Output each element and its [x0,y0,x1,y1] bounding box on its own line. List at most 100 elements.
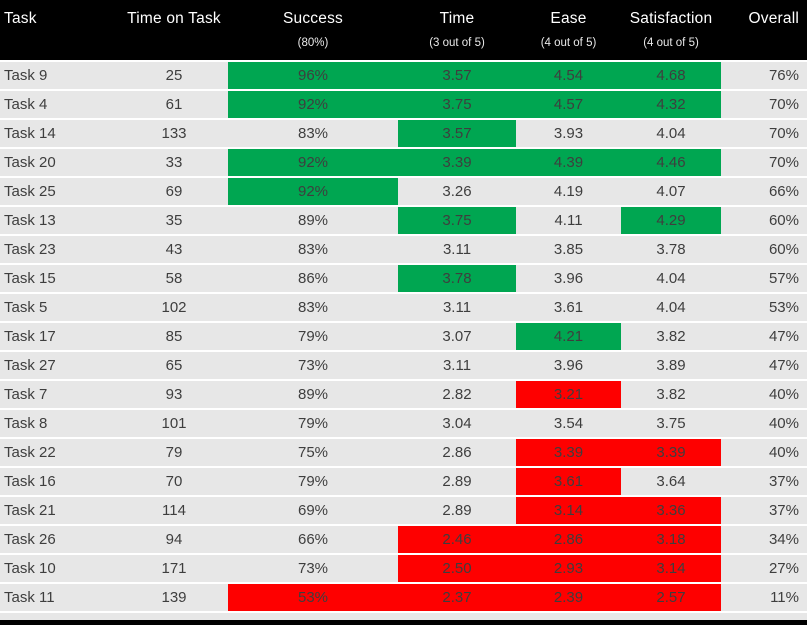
cell-ease: 3.85 [553,241,584,258]
table-row[interactable]: Task 10 171 73% 2.50 2.93 3.14 27% [0,555,807,584]
cell-time: 3.07 [442,328,472,345]
cell-satisfaction: 3.78 [656,241,686,258]
cell-time_on_task: 61 [165,96,183,113]
column-label: Satisfaction [629,10,713,27]
cell-task: Task 14 [4,125,56,142]
cell-task: Task 17 [4,328,56,345]
cell-ease: 4.11 [554,212,583,229]
cell-success: 83% [297,125,329,142]
cell-satisfaction: 3.89 [656,357,686,374]
table-footer-spacer [0,613,807,620]
table-row[interactable]: Task 11 139 53% 2.37 2.39 2.57 11% [0,584,807,613]
cell-overall: 37% [768,502,799,519]
cell-time: 3.04 [442,415,472,432]
cell-task: Task 9 [4,67,48,84]
cell-ease: 3.96 [553,357,584,374]
cell-time_on_task: 133 [161,125,187,142]
cell-satisfaction: 3.39 [621,439,721,466]
cell-time_on_task: 93 [165,386,183,403]
cell-overall: 11% [770,589,799,606]
cell-task: Task 7 [4,386,48,403]
column-header-task[interactable]: Task [0,0,120,60]
cell-success: 83% [297,241,329,258]
cell-task: Task 23 [4,241,56,258]
table-row[interactable]: Task 15 58 86% 3.78 3.96 4.04 57% [0,265,807,294]
cell-overall: 76% [768,67,799,84]
cell-ease: 2.86 [516,526,621,553]
cell-satisfaction: 3.82 [656,328,686,345]
cell-time_on_task: 94 [165,531,183,548]
cell-success: 66% [297,531,329,548]
table-row[interactable]: Task 8 101 79% 3.04 3.54 3.75 40% [0,410,807,439]
cell-ease: 4.57 [516,91,621,118]
table-row[interactable]: Task 25 69 92% 3.26 4.19 4.07 66% [0,178,807,207]
cell-success: 79% [297,328,329,345]
table-row[interactable]: Task 9 25 96% 3.57 4.54 4.68 76% [0,62,807,91]
column-header-time[interactable]: Time (3 out of 5) [398,0,516,60]
table-row[interactable]: Task 4 61 92% 3.75 4.57 4.32 70% [0,91,807,120]
cell-satisfaction: 3.64 [656,473,686,490]
table-row[interactable]: Task 7 93 89% 2.82 3.21 3.82 40% [0,381,807,410]
cell-time: 2.82 [442,386,472,403]
cell-task: Task 21 [4,502,56,519]
cell-overall: 60% [768,241,799,258]
table-row[interactable]: Task 17 85 79% 3.07 4.21 3.82 47% [0,323,807,352]
table-row[interactable]: Task 21 114 69% 2.89 3.14 3.36 37% [0,497,807,526]
column-header-time-on-task[interactable]: Time on Task [120,0,228,60]
table-row[interactable]: Task 26 94 66% 2.46 2.86 3.18 34% [0,526,807,555]
column-header-satisfaction[interactable]: Satisfaction (4 out of 5) [621,0,721,60]
table-row[interactable]: Task 16 70 79% 2.89 3.61 3.64 37% [0,468,807,497]
cell-ease: 4.54 [516,62,621,89]
cell-success: 69% [297,502,329,519]
column-sublabel: (3 out of 5) [429,37,485,49]
cell-success: 96% [228,62,398,89]
cell-satisfaction: 4.04 [656,270,686,287]
cell-success: 79% [297,415,329,432]
table-row[interactable]: Task 14 133 83% 3.57 3.93 4.04 70% [0,120,807,149]
cell-overall: 27% [768,560,799,577]
cell-overall: 47% [768,357,799,374]
column-header-ease[interactable]: Ease (4 out of 5) [516,0,621,60]
table-row[interactable]: Task 13 35 89% 3.75 4.11 4.29 60% [0,207,807,236]
cell-task: Task 10 [4,560,56,577]
cell-task: Task 20 [4,154,56,171]
column-header-overall[interactable]: Overall [721,0,807,60]
cell-satisfaction: 3.75 [656,415,686,432]
cell-time: 3.75 [398,207,516,234]
table-row[interactable]: Task 20 33 92% 3.39 4.39 4.46 70% [0,149,807,178]
table-row[interactable]: Task 5 102 83% 3.11 3.61 4.04 53% [0,294,807,323]
cell-time: 3.26 [442,183,472,200]
cell-overall: 57% [768,270,799,287]
column-sublabel: (80%) [297,37,329,49]
cell-task: Task 11 [4,589,55,606]
cell-time_on_task: 70 [165,473,183,490]
cell-task: Task 16 [4,473,56,490]
column-header-success[interactable]: Success (80%) [228,0,398,60]
cell-time: 3.75 [398,91,516,118]
table-row[interactable]: Task 27 65 73% 3.11 3.96 3.89 47% [0,352,807,381]
column-label: Task [4,10,37,27]
cell-satisfaction: 3.36 [621,497,721,524]
cell-time_on_task: 69 [165,183,183,200]
cell-time_on_task: 25 [165,67,183,84]
cell-success: 92% [228,149,398,176]
cell-ease: 3.21 [516,381,621,408]
cell-success: 83% [297,299,329,316]
cell-ease: 3.54 [553,415,584,432]
cell-success: 73% [297,560,329,577]
cell-satisfaction: 4.46 [621,149,721,176]
cell-time_on_task: 58 [165,270,183,287]
cell-ease: 2.93 [516,555,621,582]
cell-task: Task 15 [4,270,56,287]
cell-time: 3.11 [442,299,472,316]
table-body: Task 9 25 96% 3.57 4.54 4.68 76% Task 4 61 92% 3.7… [0,60,807,613]
cell-time_on_task: 33 [165,154,183,171]
column-label: Time [439,10,475,27]
cell-overall: 47% [768,328,799,345]
cell-time: 3.57 [398,120,516,147]
table-row[interactable]: Task 23 43 83% 3.11 3.85 3.78 60% [0,236,807,265]
cell-time_on_task: 114 [162,502,186,519]
table-row[interactable]: Task 22 79 75% 2.86 3.39 3.39 40% [0,439,807,468]
cell-ease: 3.39 [516,439,621,466]
